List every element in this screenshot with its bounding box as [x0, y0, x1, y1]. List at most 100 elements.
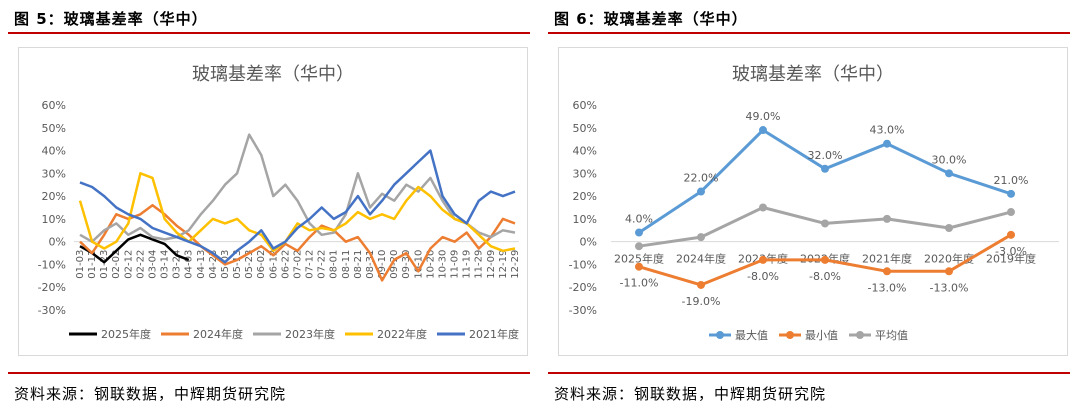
legend-label: 2023年度 — [285, 327, 335, 341]
x-tick-label: 11-29 — [474, 250, 485, 279]
legend-label: 2025年度 — [101, 327, 151, 341]
y-tick-label: 40% — [573, 145, 597, 158]
x-tick-label: 08-31 — [365, 250, 376, 279]
data-label: 4.0% — [625, 213, 653, 226]
x-tick-label: 12-19 — [498, 250, 509, 279]
legend-label: 最小值 — [805, 329, 838, 342]
y-tick-label: 50% — [573, 122, 597, 135]
legend-label: 平均值 — [875, 329, 908, 342]
x-tick-label: 05-23 — [244, 250, 255, 279]
line-chart: 玻璃基差率（华中） 60% 50% 40% 30% 20% 10% 0% -10% -20% -30… — [38, 64, 521, 341]
y-tick-label: -10% — [569, 258, 597, 271]
chart-title: 玻璃基差率（华中） — [192, 64, 354, 85]
y-tick-label: 10% — [573, 213, 597, 226]
x-tick-label: 08-21 — [353, 250, 364, 279]
source-note: 资料来源：钢联数据，中辉期货研究院 — [554, 385, 827, 403]
y-tick-label: 60% — [573, 99, 597, 112]
y-tick-label: 20% — [42, 190, 66, 203]
legend-label: 2021年度 — [469, 327, 519, 341]
figure-title: 图 6：玻璃基差率（华中） — [554, 10, 748, 28]
data-point — [1007, 208, 1015, 217]
data-point — [883, 214, 891, 223]
data-point — [1007, 230, 1015, 239]
data-point — [635, 228, 643, 237]
data-point — [821, 164, 829, 173]
y-tick-label: 40% — [42, 145, 66, 158]
legend-marker — [856, 331, 864, 339]
divider — [8, 372, 530, 374]
data-label: -19.0% — [682, 295, 721, 308]
x-tick-label: 07-22 — [317, 250, 328, 279]
y-tick-label: 0% — [580, 236, 597, 249]
x-tick-label: 02-22 — [135, 250, 146, 279]
data-point — [821, 219, 829, 228]
source-note: 资料来源：钢联数据，中辉期货研究院 — [14, 385, 287, 403]
series-line — [79, 233, 190, 264]
series-line — [79, 203, 516, 282]
y-tick-label: -10% — [38, 258, 66, 271]
x-tick-label: 08-01 — [329, 250, 340, 279]
y-tick-label: -30% — [38, 304, 66, 317]
y-tick-label: 50% — [42, 122, 66, 135]
data-point — [697, 187, 705, 196]
data-point — [759, 203, 767, 212]
series-line — [79, 149, 516, 264]
y-tick-label: -20% — [569, 281, 597, 294]
data-label: -11.0% — [620, 277, 659, 290]
x-tick-label: 07-02 — [293, 250, 304, 279]
figure-6: 图 6：玻璃基差率（华中） 玻璃基差率（华中） 60% 50% 40% 30% 20% 10… — [548, 0, 1070, 410]
x-tick-label: 11-19 — [462, 250, 473, 279]
y-tick-label: 60% — [42, 99, 66, 112]
chart-frame: 玻璃基差率（华中） 60% 50% 40% 30% 20% 10% 0% -10% -20% -30… — [18, 47, 528, 356]
data-label: 49.0% — [746, 110, 781, 123]
data-point — [759, 255, 767, 264]
x-tick-label: 01-23 — [99, 250, 110, 279]
x-tick-label: 06-22 — [280, 250, 291, 279]
data-point — [945, 169, 953, 178]
x-tick-label: 12-09 — [486, 250, 497, 279]
x-tick-label: 12-29 — [510, 250, 521, 279]
chart-title: 玻璃基差率（华中） — [732, 64, 894, 85]
x-tick-label: 07-12 — [305, 250, 316, 279]
data-point — [883, 139, 891, 148]
data-point — [1007, 189, 1015, 198]
legend-marker — [786, 331, 794, 339]
data-label: -13.0% — [930, 281, 969, 294]
data-label: 21.0% — [994, 174, 1029, 187]
x-tick-label: 05-13 — [232, 250, 243, 279]
data-point — [635, 242, 643, 251]
divider — [8, 32, 530, 34]
data-label: -8.0% — [809, 270, 841, 283]
divider — [548, 372, 1070, 374]
y-tick-label: 10% — [42, 213, 66, 226]
x-tick-label: 2020年度 — [924, 252, 974, 266]
data-point — [821, 255, 829, 264]
figure-5: 图 5：玻璃基差率（华中） 玻璃基差率（华中） 60% 50% 40% 30% 20% 10… — [8, 0, 530, 410]
x-tick-label: 09-20 — [389, 250, 400, 279]
x-tick-label: 04-13 — [196, 250, 207, 279]
x-tick-label: 03-24 — [172, 250, 183, 279]
x-tick-label: 02-12 — [123, 250, 134, 279]
chart-frame: 玻璃基差率（华中） 60% 50% 40% 30% 20% 10% 0% -10% -20% -30… — [558, 47, 1068, 356]
x-tick-label: 01-03 — [75, 250, 86, 279]
x-tick-label: 06-02 — [256, 250, 267, 279]
x-tick-label: 10-30 — [438, 250, 449, 279]
data-label: 43.0% — [870, 124, 905, 137]
x-tick-label: 04-03 — [184, 250, 195, 279]
x-tick-label: 03-04 — [148, 250, 159, 279]
divider — [548, 32, 1070, 34]
data-point — [945, 224, 953, 232]
data-point — [697, 280, 705, 289]
data-label: -3.0% — [995, 245, 1027, 258]
data-label: -8.0% — [747, 270, 779, 283]
x-tick-label: 10-20 — [425, 250, 436, 279]
x-tick-label: 01-13 — [87, 250, 98, 279]
figure-title: 图 5：玻璃基差率（华中） — [14, 10, 208, 28]
x-tick-label: 08-11 — [341, 250, 352, 279]
x-tick-label: 2024年度 — [676, 252, 726, 266]
x-tick-label: 11-09 — [450, 250, 461, 279]
legend-label: 最大值 — [735, 328, 768, 342]
x-tick-label: 09-30 — [401, 250, 412, 279]
data-label: -13.0% — [868, 281, 907, 294]
x-tick-label: 09-10 — [377, 250, 388, 279]
